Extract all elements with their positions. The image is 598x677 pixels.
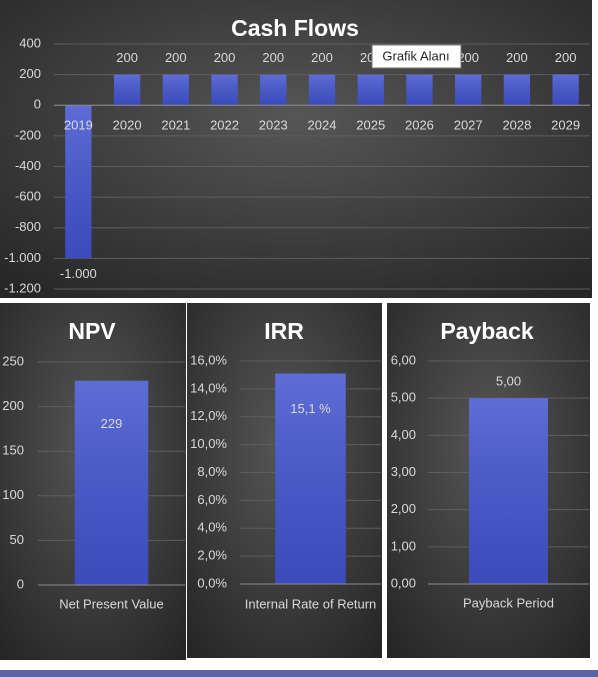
y-tick-label: 10,0% [190,436,227,451]
data-label: 200 [214,50,236,65]
data-label: -1.000 [60,266,97,281]
bar-shine [503,74,531,106]
y-tick-label: 5,00 [391,390,416,405]
y-tick-label: 8,0% [197,464,227,479]
x-tick-label: Internal Rate of Return [245,596,377,611]
bar-shine [455,74,482,106]
bar-shine [162,74,189,106]
y-tick-label: 6,0% [197,492,227,507]
y-tick-label: -200 [15,127,41,142]
y-tick-label: 200 [19,66,41,81]
y-tick-label: 12,0% [190,408,227,423]
data-label: 200 [457,50,479,65]
chart-title: Cash Flows [231,15,359,41]
y-tick-label: 1,00 [391,538,416,553]
y-tick-label: 0 [34,97,41,112]
tooltip-box [371,44,462,69]
x-tick-label: 2020 [113,117,142,132]
data-label: 200 [165,50,187,65]
y-tick-label: 2,00 [391,501,416,516]
bar-shine [260,74,287,106]
y-tick-label: 50 [10,532,24,547]
x-tick-label: 2019 [64,117,93,132]
bar-shine [308,74,336,106]
x-tick-label: 2029 [551,117,580,132]
y-tick-label: -600 [15,189,41,204]
bottom-strip [0,670,598,677]
chart-title: IRR [264,318,304,344]
y-tick-label: 150 [2,443,24,458]
x-tick-label: 2025 [356,117,385,132]
x-tick-label: 2022 [210,117,239,132]
chart-title: Payback [440,318,534,344]
bar-shine [552,74,579,106]
bar-shine [65,105,92,259]
y-tick-label: -400 [15,158,41,173]
data-label: 200 [311,50,333,65]
chart-panel: 0,0% 2,0% 4,0% 6,0% 8,0% 10,0% 12,0% 14,0% 16,0%… [187,303,382,658]
x-tick-label: Payback Period [463,595,554,610]
x-tick-label: 2024 [308,117,337,132]
y-tick-label: -1.000 [4,250,41,265]
x-tick-label: 2028 [502,117,531,132]
data-label: 200 [116,50,138,65]
y-tick-label: 14,0% [190,380,227,395]
bar-shine [113,74,141,106]
data-label: 200 [262,50,284,65]
y-tick-label: 4,0% [197,520,227,535]
y-tick-label: 200 [2,398,24,413]
y-tick-label: 2,0% [197,548,227,563]
y-tick-label: 400 [19,35,41,50]
chart-panel: 0,00 1,00 2,00 3,00 4,00 5,00 6,00 Payback Peri… [387,303,590,658]
y-tick-label: 0 [17,576,24,591]
chart-panel: 0 50 100 150 200 250 Net Present Value 229 NPV [0,303,186,660]
tooltip-text: Grafik Alanı [382,48,449,63]
y-tick-label: -1.200 [4,280,41,295]
tooltip: Grafik Alanı [371,44,462,69]
x-tick-label: 2027 [454,117,483,132]
chart-panel: 400 200 0 -200 -400 -600 -800 -1.000 -1.200 2019 -… [0,0,592,298]
data-label: 5,00 [496,374,521,389]
y-tick-label: -800 [15,219,41,234]
y-tick-label: 4,00 [391,427,416,442]
y-tick-label: 0,0% [197,575,227,590]
bar-shine [357,74,384,106]
bar-shine [406,74,433,106]
bar-shine [469,398,548,584]
data-label: 200 [555,50,577,65]
bar-shine [275,373,346,584]
x-tick-label: 2026 [405,117,434,132]
bar-shine [74,380,149,585]
data-label: 229 [101,416,123,431]
x-tick-label: 2021 [161,117,190,132]
y-tick-label: 3,00 [391,464,416,479]
y-tick-label: 16,0% [190,352,227,367]
y-tick-label: 6,00 [391,352,416,367]
x-tick-label: 2023 [259,117,288,132]
y-tick-label: 0,00 [391,575,416,590]
y-tick-label: 100 [2,487,24,502]
bar-shine [211,74,238,106]
data-label: 200 [506,50,528,65]
chart-background [0,0,592,298]
x-tick-label: Net Present Value [59,596,164,611]
y-tick-label: 250 [2,353,24,368]
chart-title: NPV [68,318,116,344]
data-label: 15,1 % [290,401,331,416]
